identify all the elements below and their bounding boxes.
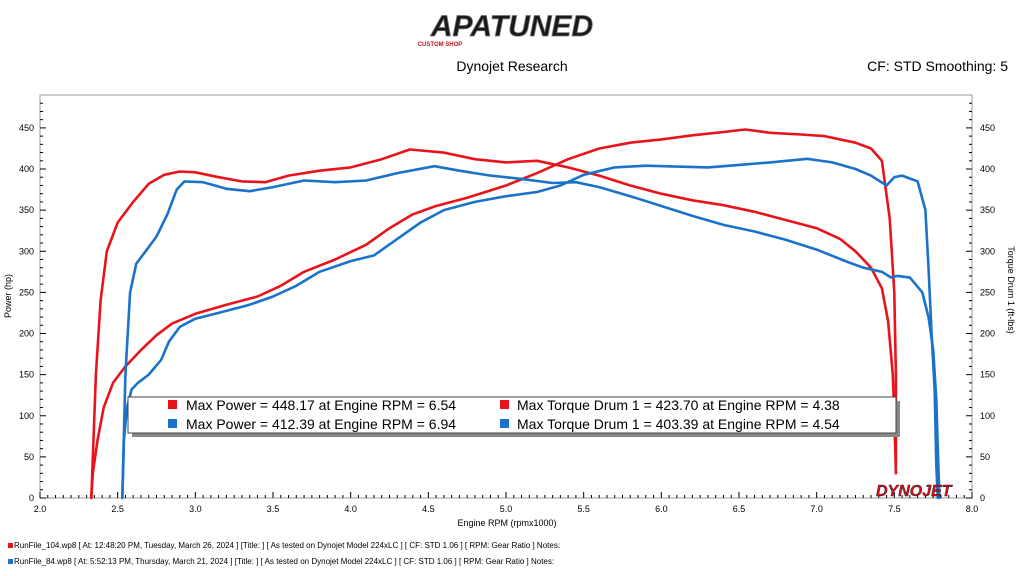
series-run2-power	[121, 157, 940, 500]
y-left-tick-label: 200	[19, 329, 34, 339]
x-tick-label: 2.0	[34, 504, 47, 514]
x-tick-label: 3.0	[189, 504, 202, 514]
y-left-tick-label: 50	[24, 452, 34, 462]
y-right-tick-label: 200	[980, 329, 995, 339]
x-tick-label: 5.5	[577, 504, 590, 514]
y-left-tick-label: 150	[19, 370, 34, 380]
x-tick-label: 4.0	[344, 504, 357, 514]
run-file-2-text: RunFile_84.wp8 [ At: 5:52:13 PM, Thursda…	[14, 557, 555, 566]
run-file-1-text: RunFile_104.wp8 [ At: 12:48:20 PM, Tuesd…	[14, 541, 561, 550]
series-run1-power	[90, 128, 898, 500]
y-right-tick-label: 150	[980, 370, 995, 380]
legend-swatch-run2-power	[168, 419, 177, 428]
legend-box: Max Power = 448.17 at Engine RPM = 6.54 …	[127, 396, 900, 437]
x-tick-label: 6.5	[733, 504, 746, 514]
run-file-2-marker	[8, 559, 13, 565]
run-file-1: RunFile_104.wp8 [ At: 12:48:20 PM, Tuesd…	[8, 541, 560, 550]
y-right-tick-label: 300	[980, 246, 995, 256]
y-right-tick-label: 100	[980, 411, 995, 421]
x-tick-label: 7.5	[888, 504, 901, 514]
logo-text: APATUNED	[430, 10, 593, 43]
series-layer	[90, 128, 941, 500]
y-axis-left-ticks: 0 50 100 150 200 250 300 350 400 450	[19, 102, 46, 503]
legend-swatch-run1-power	[168, 400, 177, 409]
y-right-tick-label: 0	[980, 493, 985, 503]
x-tick-label: 8.0	[966, 504, 979, 514]
y-right-tick-label: 50	[980, 452, 990, 462]
y-axis-left-label: Power (hp)	[3, 274, 13, 318]
y-left-tick-label: 450	[19, 123, 34, 133]
legend-run1-power: Max Power = 448.17 at Engine RPM = 6.54	[186, 397, 456, 413]
y-right-tick-label: 350	[980, 205, 995, 215]
y-axis-right-ticks: 0 50 100 150 200 250 300 350 400 450	[966, 102, 995, 503]
y-left-tick-label: 250	[19, 287, 34, 297]
y-left-tick-label: 0	[29, 493, 34, 503]
x-tick-label: 4.5	[422, 504, 435, 514]
legend-run2-torque: Max Torque Drum 1 = 403.39 at Engine RPM…	[517, 416, 840, 432]
series-run1-torque-drum-1	[90, 148, 898, 500]
series-run2-torque-drum-1	[121, 164, 941, 500]
y-right-tick-label: 400	[980, 164, 995, 174]
run-file-1-marker	[8, 543, 13, 549]
y-left-tick-label: 350	[19, 205, 34, 215]
x-tick-label: 6.0	[655, 504, 668, 514]
x-axis-ticks: 2.0 2.5 3.0 3.5 4.0 4.5 5.0 5.5 6.0 6.5 7.0 7.5 8.0	[34, 492, 979, 514]
x-tick-label: 2.5	[111, 504, 124, 514]
legend-run2-power: Max Power = 412.39 at Engine RPM = 6.94	[186, 416, 456, 432]
x-tick-label: 7.0	[810, 504, 823, 514]
run-file-2: RunFile_84.wp8 [ At: 5:52:13 PM, Thursda…	[8, 557, 554, 566]
y-left-tick-label: 100	[19, 411, 34, 421]
y-axis-right-label: Torque Drum 1 (ft-lbs)	[1006, 246, 1016, 334]
plot-area-frame	[39, 94, 973, 499]
legend-swatch-run2-torque	[500, 419, 509, 428]
logo: APATUNED CUSTOM SHOP	[418, 10, 594, 48]
x-tick-label: 3.5	[267, 504, 280, 514]
y-right-tick-label: 250	[980, 287, 995, 297]
y-right-tick-label: 450	[980, 123, 995, 133]
legend-run1-torque: Max Torque Drum 1 = 423.70 at Engine RPM…	[517, 397, 840, 413]
y-left-tick-label: 400	[19, 164, 34, 174]
correction-settings: CF: STD Smoothing: 5	[867, 58, 1008, 74]
legend-swatch-run1-torque	[500, 400, 509, 409]
dynojet-watermark: DYNOJET	[876, 483, 953, 500]
logo-subtext: CUSTOM SHOP	[418, 42, 463, 48]
y-left-tick-label: 300	[19, 246, 34, 256]
x-axis-label: Engine RPM (rpmx1000)	[457, 518, 556, 528]
x-tick-label: 5.0	[500, 504, 513, 514]
chart-title: Dynojet Research	[456, 58, 568, 74]
